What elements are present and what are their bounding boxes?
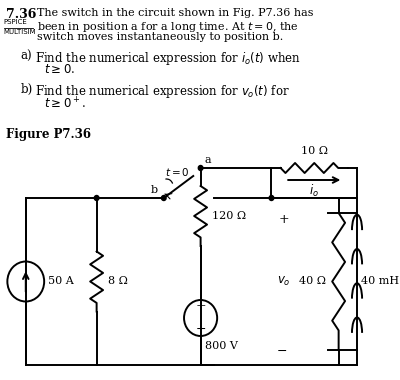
Text: 800 V: 800 V bbox=[205, 341, 238, 351]
Text: $t \geq 0$.: $t \geq 0$. bbox=[44, 63, 75, 76]
Text: 10 Ω: 10 Ω bbox=[301, 146, 328, 156]
Text: $t = 0$: $t = 0$ bbox=[165, 166, 190, 178]
Text: −: − bbox=[195, 323, 206, 336]
Text: The switch in the circuit shown in Fig. P7.36 has: The switch in the circuit shown in Fig. … bbox=[37, 8, 313, 18]
Text: +: + bbox=[195, 301, 206, 314]
Text: 40 mH: 40 mH bbox=[361, 277, 399, 287]
Text: b: b bbox=[150, 185, 157, 195]
Text: Figure P7.36: Figure P7.36 bbox=[6, 128, 92, 141]
Text: 8 Ω: 8 Ω bbox=[108, 277, 128, 287]
Text: a): a) bbox=[20, 50, 32, 63]
Text: MULTISIM: MULTISIM bbox=[4, 29, 36, 35]
Text: −: − bbox=[277, 345, 288, 358]
Text: PSPICE: PSPICE bbox=[4, 19, 28, 25]
Text: been in position a for a long time. At $t = 0$, the: been in position a for a long time. At $… bbox=[37, 20, 299, 34]
Text: 50 A: 50 A bbox=[48, 277, 74, 287]
Circle shape bbox=[269, 195, 274, 201]
Circle shape bbox=[94, 195, 99, 201]
Circle shape bbox=[162, 195, 166, 201]
Text: Find the numerical expression for $i_o(t)$ when: Find the numerical expression for $i_o(t… bbox=[35, 50, 301, 67]
Text: 120 Ω: 120 Ω bbox=[212, 211, 246, 221]
Text: $i_o$: $i_o$ bbox=[309, 183, 319, 199]
Text: b): b) bbox=[20, 83, 32, 96]
Circle shape bbox=[198, 166, 203, 171]
Text: a: a bbox=[204, 155, 211, 165]
Text: switch moves instantaneously to position b.: switch moves instantaneously to position… bbox=[37, 32, 283, 42]
Text: $t \geq 0^+$.: $t \geq 0^+$. bbox=[44, 96, 86, 111]
Text: +: + bbox=[279, 213, 290, 226]
Text: 7.36: 7.36 bbox=[6, 8, 37, 21]
Text: 40 Ω: 40 Ω bbox=[299, 277, 326, 287]
Text: Find the numerical expression for $v_o(t)$ for: Find the numerical expression for $v_o(t… bbox=[35, 83, 290, 100]
Text: $v_o$: $v_o$ bbox=[277, 275, 291, 288]
